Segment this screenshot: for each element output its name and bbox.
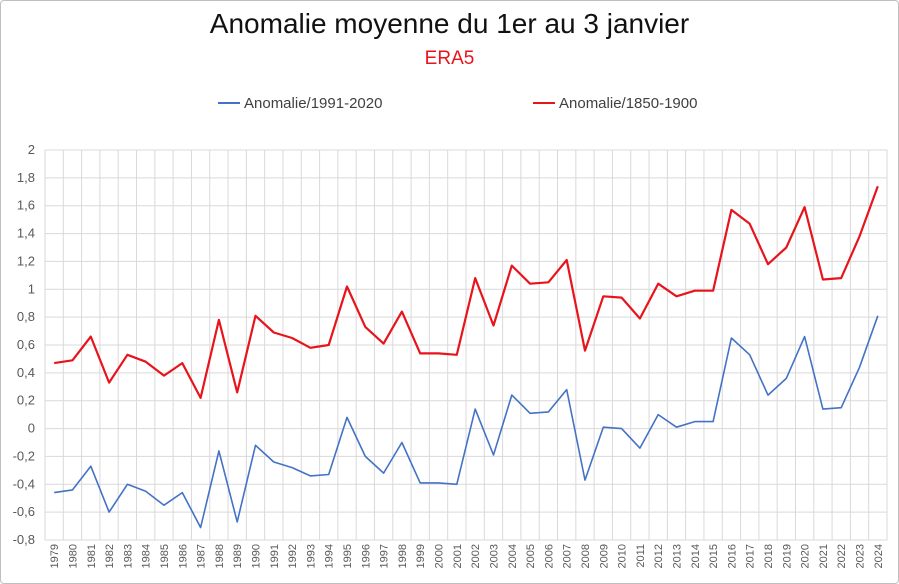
x-tick-label: 2004 <box>507 544 519 568</box>
x-tick-label: 2020 <box>800 544 812 568</box>
x-tick-label: 1980 <box>67 544 79 568</box>
x-tick-label: 2016 <box>726 544 738 568</box>
x-tick-label: 1983 <box>122 544 134 568</box>
x-tick-label: 2017 <box>745 544 757 568</box>
x-tick-label: 2015 <box>708 544 720 568</box>
x-tick-label: 2003 <box>488 544 500 568</box>
x-tick-label: 2006 <box>543 544 555 568</box>
y-tick-label: 1,6 <box>17 198 35 213</box>
x-tick-label: 2018 <box>763 544 775 568</box>
x-tick-label: 2002 <box>470 544 482 568</box>
x-tick-label: 2009 <box>598 544 610 568</box>
y-tick-label: -0,6 <box>13 504 35 519</box>
y-tick-label: 0,2 <box>17 393 35 408</box>
x-tick-label: 1997 <box>379 544 391 568</box>
y-tick-label: 0,4 <box>17 365 35 380</box>
y-tick-label: 1,2 <box>17 253 35 268</box>
x-tick-label: 1989 <box>232 544 244 568</box>
x-tick-label: 2011 <box>635 544 647 568</box>
chart-subtitle: ERA5 <box>424 48 475 69</box>
x-tick-label: 2022 <box>836 544 848 568</box>
y-tick-label: 2 <box>28 142 35 157</box>
y-tick-label: 1,4 <box>17 226 35 241</box>
legend-label-1: Anomalie/1991-2020 <box>244 95 382 112</box>
x-tick-label: 1991 <box>269 544 281 568</box>
x-tick-label: 2001 <box>452 544 464 568</box>
y-tick-label: 1,8 <box>17 170 35 185</box>
x-tick-label: 2007 <box>562 544 574 568</box>
legend-label-2: Anomalie/1850-1900 <box>559 95 697 112</box>
x-tick-label: 2000 <box>434 544 446 568</box>
x-tick-label: 2019 <box>781 544 793 568</box>
x-tick-label: 2024 <box>873 544 885 568</box>
series-line-1 <box>54 315 879 529</box>
x-tick-label: 1996 <box>360 544 372 568</box>
x-tick-label: 1987 <box>196 544 208 568</box>
x-tick-label: 2014 <box>690 544 702 568</box>
x-tick-label: 2021 <box>818 544 830 568</box>
x-tick-label: 1992 <box>287 544 299 568</box>
y-tick-label: 1 <box>28 281 35 296</box>
x-tick-label: 2012 <box>653 544 665 568</box>
x-tick-label: 1979 <box>49 544 61 568</box>
x-tick-label: 2008 <box>580 544 592 568</box>
x-tick-label: 1985 <box>159 544 171 568</box>
x-tick-label: 1986 <box>177 544 189 568</box>
series-line-2 <box>54 185 879 399</box>
x-tick-label: 2005 <box>525 544 537 568</box>
x-tick-label: 1984 <box>141 544 153 568</box>
y-tick-label: -0,8 <box>13 532 35 547</box>
x-tick-label: 1988 <box>214 544 226 568</box>
y-tick-label: 0,8 <box>17 309 35 324</box>
x-tick-label: 1994 <box>324 544 336 568</box>
x-tick-label: 1999 <box>415 544 427 568</box>
x-tick-label: 1993 <box>305 544 317 568</box>
x-tick-label: 1990 <box>251 544 263 568</box>
x-tick-label: 2013 <box>672 544 684 568</box>
y-tick-label: 0 <box>28 421 35 436</box>
x-tick-label: 1981 <box>86 544 98 568</box>
x-tick-label: 1982 <box>104 544 116 568</box>
x-tick-label: 2023 <box>855 544 867 568</box>
y-tick-label: -0,4 <box>13 476 35 491</box>
x-tick-label: 1998 <box>397 544 409 568</box>
chart-title: Anomalie moyenne du 1er au 3 janvier <box>209 8 690 39</box>
y-tick-label: 0,6 <box>17 337 35 352</box>
y-tick-label: -0,2 <box>13 448 35 463</box>
x-tick-label: 1995 <box>342 544 354 568</box>
x-tick-label: 2010 <box>617 544 629 568</box>
